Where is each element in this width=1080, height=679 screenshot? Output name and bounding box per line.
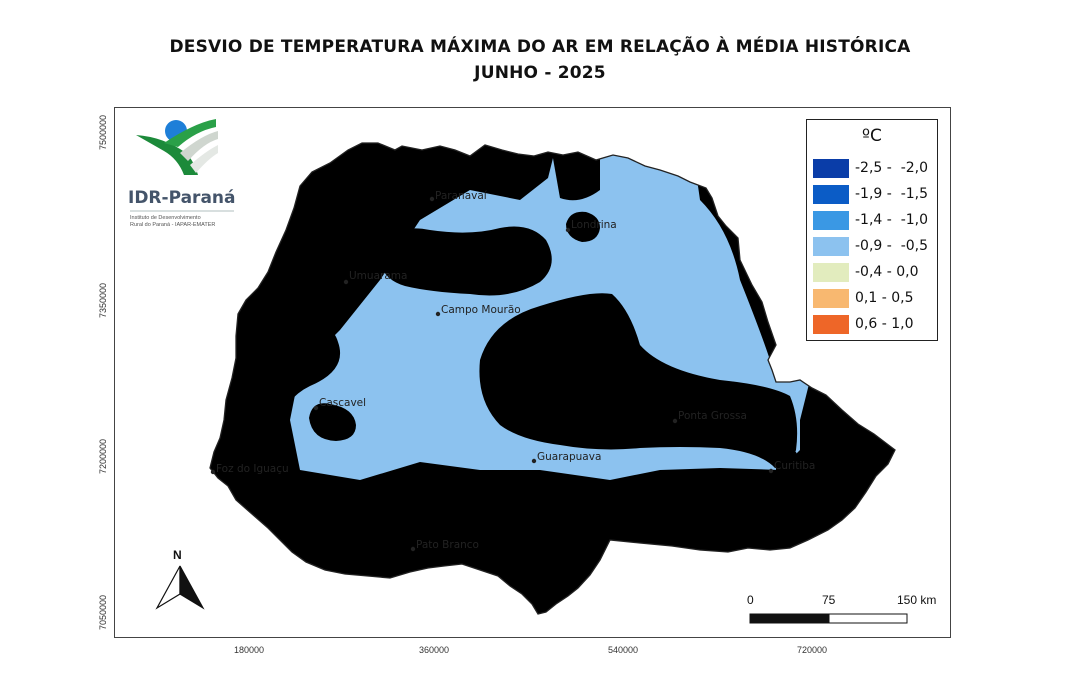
zone-class-7 xyxy=(537,358,589,403)
city-label: Campo Mourão xyxy=(441,304,521,316)
y-tick-label: 7500000 xyxy=(98,114,108,150)
city-dot xyxy=(435,311,441,317)
city-label: Guarapuava xyxy=(537,451,601,463)
map-title: DESVIO DE TEMPERATURA MÁXIMA DO AR EM RE… xyxy=(169,37,911,57)
y-tick-label: 7050000 xyxy=(98,594,108,630)
city-label: Paranavaí xyxy=(435,190,488,202)
zone-class-5 xyxy=(566,211,600,242)
zone-class-1 xyxy=(816,427,886,470)
legend-swatch xyxy=(813,263,849,282)
logo-subtitle: Instituto de Desenvolvimento xyxy=(130,215,201,221)
legend-label: 0,6 - 1,0 xyxy=(855,316,914,332)
city-dot xyxy=(565,227,571,233)
city-label: Ponta Grossa xyxy=(678,410,747,422)
city-dot xyxy=(672,418,678,424)
city-dot xyxy=(531,458,537,464)
city-dot xyxy=(313,405,319,411)
city-markers xyxy=(210,196,774,552)
north-arrow-icon xyxy=(155,565,205,610)
north-arrow-label: N xyxy=(173,548,182,562)
city-dot xyxy=(343,279,349,285)
zone-class-5 xyxy=(309,403,356,441)
legend-label: 0,1 - 0,5 xyxy=(855,290,914,306)
legend-label: -2,5 - -2,0 xyxy=(855,160,929,176)
city-labels: Paranavaí Londrina Umuarama Campo Mourão… xyxy=(216,190,815,551)
y-tick-label: 7200000 xyxy=(98,438,108,474)
legend: ºC -2,5 - -2,0 -1,9 - -1,5 -1,4 - -1,0 -… xyxy=(806,119,938,341)
map-subtitle: JUNHO - 2025 xyxy=(474,63,606,83)
logo-name: IDR-Paraná xyxy=(128,188,236,208)
y-tick-label: 7350000 xyxy=(98,282,108,318)
city-dot xyxy=(410,546,416,552)
scale-label: 0 xyxy=(747,593,754,607)
legend-swatch xyxy=(813,237,849,256)
zone-class-5 xyxy=(776,450,800,483)
zone-class-2 xyxy=(379,226,552,296)
city-label: Foz do Iguaçu xyxy=(216,463,289,475)
legend-swatch xyxy=(813,185,849,204)
legend-label: -1,9 - -1,5 xyxy=(855,186,929,202)
legend-unit: ºC xyxy=(862,126,882,146)
city-dot xyxy=(210,469,216,475)
legend-label: -0,9 - -0,5 xyxy=(855,238,929,254)
x-tick-label: 180000 xyxy=(234,645,265,655)
city-label: Umuarama xyxy=(349,270,407,282)
temperature-zones xyxy=(210,143,895,614)
x-tick-label: 720000 xyxy=(797,645,828,655)
city-label: Curitiba xyxy=(774,460,815,472)
logo-subtitle: Rural do Paraná - IAPAR-EMATER xyxy=(130,222,216,228)
city-label: Londrina xyxy=(571,219,617,231)
legend-swatch xyxy=(813,211,849,230)
idr-parana-logo-icon xyxy=(130,119,234,212)
x-tick-label: 360000 xyxy=(419,645,450,655)
zone-class-3 xyxy=(210,143,895,614)
city-label: Pato Branco xyxy=(416,539,479,551)
scale-label: 75 xyxy=(822,593,836,607)
scale-label: 150 km xyxy=(897,593,937,607)
city-dot xyxy=(768,468,774,474)
x-tick-label: 540000 xyxy=(608,645,639,655)
legend-label: -0,4 - 0,0 xyxy=(855,264,919,280)
scale-bar xyxy=(749,613,908,624)
city-label: Cascavel xyxy=(319,397,366,409)
legend-label: -1,4 - -1,0 xyxy=(855,212,929,228)
city-dot xyxy=(429,196,435,202)
legend-swatch xyxy=(813,289,849,308)
legend-swatch xyxy=(813,159,849,178)
legend-swatch xyxy=(813,315,849,334)
